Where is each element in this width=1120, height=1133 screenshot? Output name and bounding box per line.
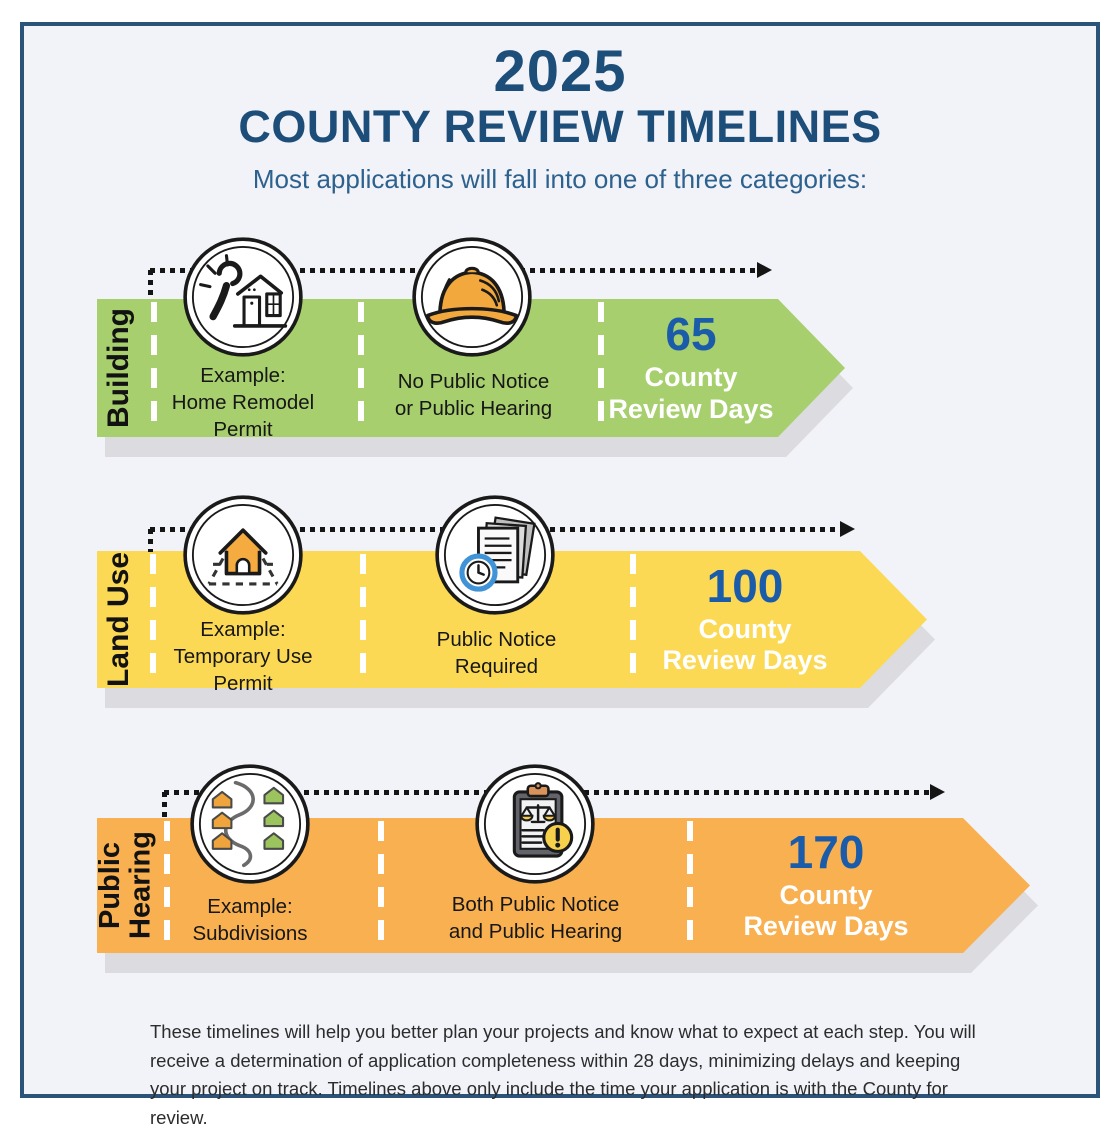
land-use-days-number: 100 [706, 559, 784, 612]
public-hearing-notice-text: Both Public Notice and Public Hearing [448, 893, 623, 944]
public-hearing-review-days: 170 County Review Days [730, 821, 922, 950]
arrowhead-icon [840, 521, 855, 537]
building-days-number: 65 [665, 308, 717, 361]
footer-note: These timelines will help you better pla… [150, 1021, 976, 1129]
public-hearing-days-caption: County Review Days [743, 879, 909, 941]
notice-documents-clock-icon [433, 493, 557, 617]
home-remodel-icon [181, 235, 305, 359]
dotted-timeline-tick [148, 529, 153, 552]
band-divider [164, 821, 170, 950]
header-year: 2025 [493, 39, 627, 104]
band-divider [378, 821, 384, 950]
band-divider [150, 554, 156, 685]
arrowhead-icon [757, 262, 772, 278]
building-example-text: Example: Home Remodel Permit [171, 364, 315, 442]
band-divider [687, 821, 693, 950]
dotted-timeline-tick [148, 270, 153, 300]
subdivisions-icon [188, 762, 312, 886]
land-use-review-days: 100 County Review Days [650, 554, 840, 685]
arrowhead-icon [930, 784, 945, 800]
band-divider [598, 302, 604, 434]
building-notice-text: No Public Notice or Public Hearing [394, 370, 553, 421]
band-divider [360, 554, 366, 685]
land-use-example-text: Example: Temporary Use Permit [173, 618, 313, 696]
band-divider [151, 302, 157, 434]
band-divider [630, 554, 636, 685]
building-days-caption: County Review Days [608, 362, 774, 424]
hearing-clipboard-icon [473, 762, 597, 886]
band-divider [358, 302, 364, 434]
land-use-notice-text: Public Notice Required [436, 628, 557, 679]
public-hearing-example-text: Example: Subdivisions [192, 895, 308, 946]
building-review-days: 65 County Review Days [598, 302, 784, 434]
land-use-days-caption: County Review Days [662, 613, 828, 675]
temporary-use-permit-icon [181, 493, 305, 617]
page-subtitle: Most applications will fall into one of … [252, 164, 868, 194]
page-title: COUNTY REVIEW TIMELINES [238, 101, 882, 152]
dotted-timeline-tick [162, 792, 167, 819]
hard-hat-icon [410, 235, 534, 359]
public-hearing-days-number: 170 [787, 825, 865, 878]
